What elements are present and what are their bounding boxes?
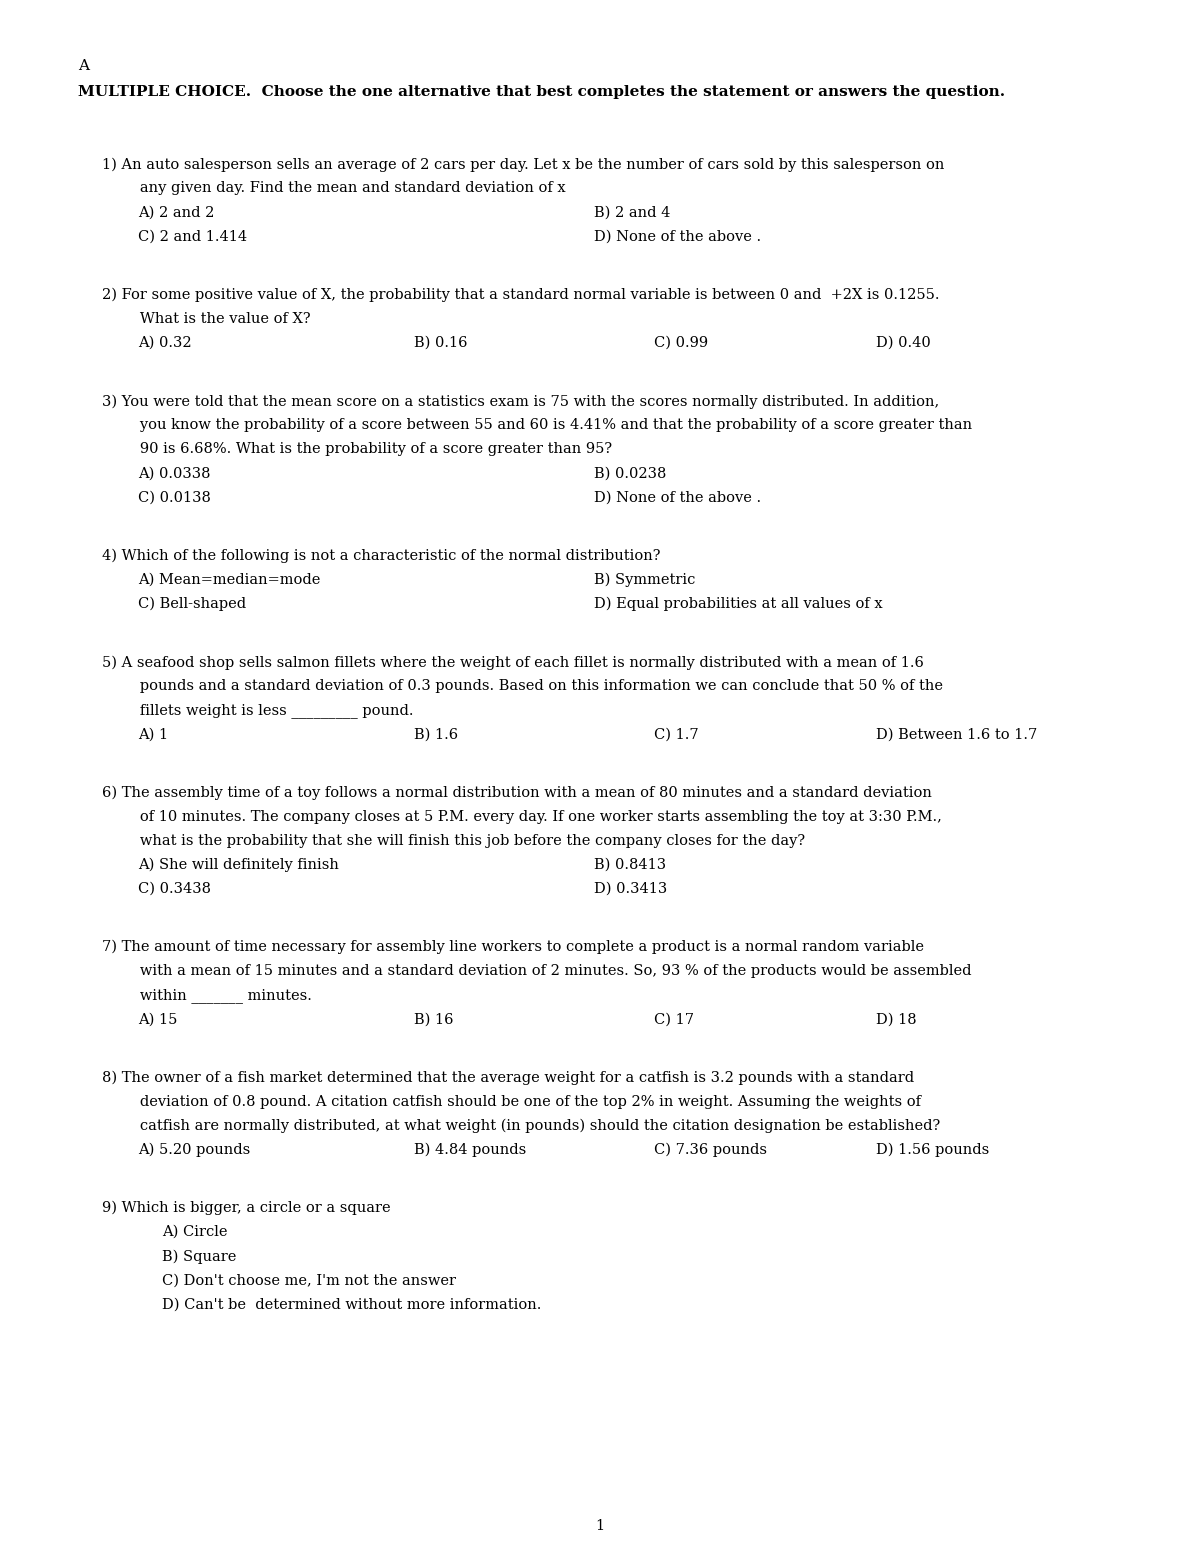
Text: A) She will definitely finish: A) She will definitely finish <box>138 857 338 873</box>
Text: B) Symmetric: B) Symmetric <box>594 573 695 587</box>
Text: D) 1.56 pounds: D) 1.56 pounds <box>876 1143 989 1157</box>
Text: D) 0.40: D) 0.40 <box>876 335 931 349</box>
Text: with a mean of 15 minutes and a standard deviation of 2 minutes. So, 93 % of the: with a mean of 15 minutes and a standard… <box>126 964 972 978</box>
Text: 2) For some positive value of X, the probability that a standard normal variable: 2) For some positive value of X, the pro… <box>102 287 940 303</box>
Text: D) Between 1.6 to 1.7: D) Between 1.6 to 1.7 <box>876 727 1037 741</box>
Text: What is the value of X?: What is the value of X? <box>126 312 311 326</box>
Text: 4) Which of the following is not a characteristic of the normal distribution?: 4) Which of the following is not a chara… <box>102 548 660 564</box>
Text: A) Mean=median=mode: A) Mean=median=mode <box>138 573 320 587</box>
Text: C) 2 and 1.414: C) 2 and 1.414 <box>138 230 247 244</box>
Text: any given day. Find the mean and standard deviation of x: any given day. Find the mean and standar… <box>126 182 565 196</box>
Text: D) None of the above .: D) None of the above . <box>594 491 761 505</box>
Text: B) 16: B) 16 <box>414 1013 454 1027</box>
Text: A) 0.0338: A) 0.0338 <box>138 466 210 480</box>
Text: B) 0.16: B) 0.16 <box>414 335 468 349</box>
Text: C) 0.0138: C) 0.0138 <box>138 491 211 505</box>
Text: C) 1.7: C) 1.7 <box>654 727 698 741</box>
Text: C) 0.3438: C) 0.3438 <box>138 882 211 896</box>
Text: C) Bell-shaped: C) Bell-shaped <box>138 596 246 612</box>
Text: MULTIPLE CHOICE.  Choose the one alternative that best completes the statement o: MULTIPLE CHOICE. Choose the one alternat… <box>78 85 1006 99</box>
Text: A) 15: A) 15 <box>138 1013 178 1027</box>
Text: B) 4.84 pounds: B) 4.84 pounds <box>414 1143 527 1157</box>
Text: B) 0.0238: B) 0.0238 <box>594 466 666 480</box>
Text: what is the probability that she will finish this job before the company closes : what is the probability that she will fi… <box>126 834 805 848</box>
Text: A) 0.32: A) 0.32 <box>138 335 192 349</box>
Text: B) 1.6: B) 1.6 <box>414 727 458 741</box>
Text: 8) The owner of a fish market determined that the average weight for a catfish i: 8) The owner of a fish market determined… <box>102 1070 914 1086</box>
Text: B) 0.8413: B) 0.8413 <box>594 857 666 871</box>
Text: A) 2 and 2: A) 2 and 2 <box>138 205 215 219</box>
Text: 1) An auto salesperson sells an average of 2 cars per day. Let x be the number o: 1) An auto salesperson sells an average … <box>102 157 944 172</box>
Text: 3) You were told that the mean score on a statistics exam is 75 with the scores : 3) You were told that the mean score on … <box>102 394 940 408</box>
Text: D) Equal probabilities at all values of x: D) Equal probabilities at all values of … <box>594 596 883 612</box>
Text: A) 5.20 pounds: A) 5.20 pounds <box>138 1143 251 1157</box>
Text: 9) Which is bigger, a circle or a square: 9) Which is bigger, a circle or a square <box>102 1200 391 1216</box>
Text: pounds and a standard deviation of 0.3 pounds. Based on this information we can : pounds and a standard deviation of 0.3 p… <box>126 679 943 693</box>
Text: 7) The amount of time necessary for assembly line workers to complete a product : 7) The amount of time necessary for asse… <box>102 940 924 955</box>
Text: D) 18: D) 18 <box>876 1013 917 1027</box>
Text: 6) The assembly time of a toy follows a normal distribution with a mean of 80 mi: 6) The assembly time of a toy follows a … <box>102 786 932 800</box>
Text: fillets weight is less _________ pound.: fillets weight is less _________ pound. <box>126 704 414 717</box>
Text: C) 7.36 pounds: C) 7.36 pounds <box>654 1143 767 1157</box>
Text: 1: 1 <box>595 1519 605 1533</box>
Text: B) 2 and 4: B) 2 and 4 <box>594 205 671 219</box>
Text: D) 0.3413: D) 0.3413 <box>594 882 667 896</box>
Text: D) Can't be  determined without more information.: D) Can't be determined without more info… <box>162 1297 541 1311</box>
Text: A) Circle: A) Circle <box>162 1225 228 1239</box>
Text: you know the probability of a score between 55 and 60 is 4.41% and that the prob: you know the probability of a score betw… <box>126 418 972 432</box>
Text: 90 is 6.68%. What is the probability of a score greater than 95?: 90 is 6.68%. What is the probability of … <box>126 443 612 457</box>
Text: C) 17: C) 17 <box>654 1013 694 1027</box>
Text: of 10 minutes. The company closes at 5 P.M. every day. If one worker starts asse: of 10 minutes. The company closes at 5 P… <box>126 809 942 823</box>
Text: A) 1: A) 1 <box>138 727 168 741</box>
Text: 5) A seafood shop sells salmon fillets where the weight of each fillet is normal: 5) A seafood shop sells salmon fillets w… <box>102 655 924 669</box>
Text: within _______ minutes.: within _______ minutes. <box>126 988 312 1003</box>
Text: B) Square: B) Square <box>162 1249 236 1264</box>
Text: C) Don't choose me, I'm not the answer: C) Don't choose me, I'm not the answer <box>162 1273 456 1287</box>
Text: D) None of the above .: D) None of the above . <box>594 230 761 244</box>
Text: A: A <box>78 59 89 73</box>
Text: C) 0.99: C) 0.99 <box>654 335 708 349</box>
Text: deviation of 0.8 pound. A citation catfish should be one of the top 2% in weight: deviation of 0.8 pound. A citation catfi… <box>126 1095 922 1109</box>
Text: catfish are normally distributed, at what weight (in pounds) should the citation: catfish are normally distributed, at wha… <box>126 1118 941 1134</box>
